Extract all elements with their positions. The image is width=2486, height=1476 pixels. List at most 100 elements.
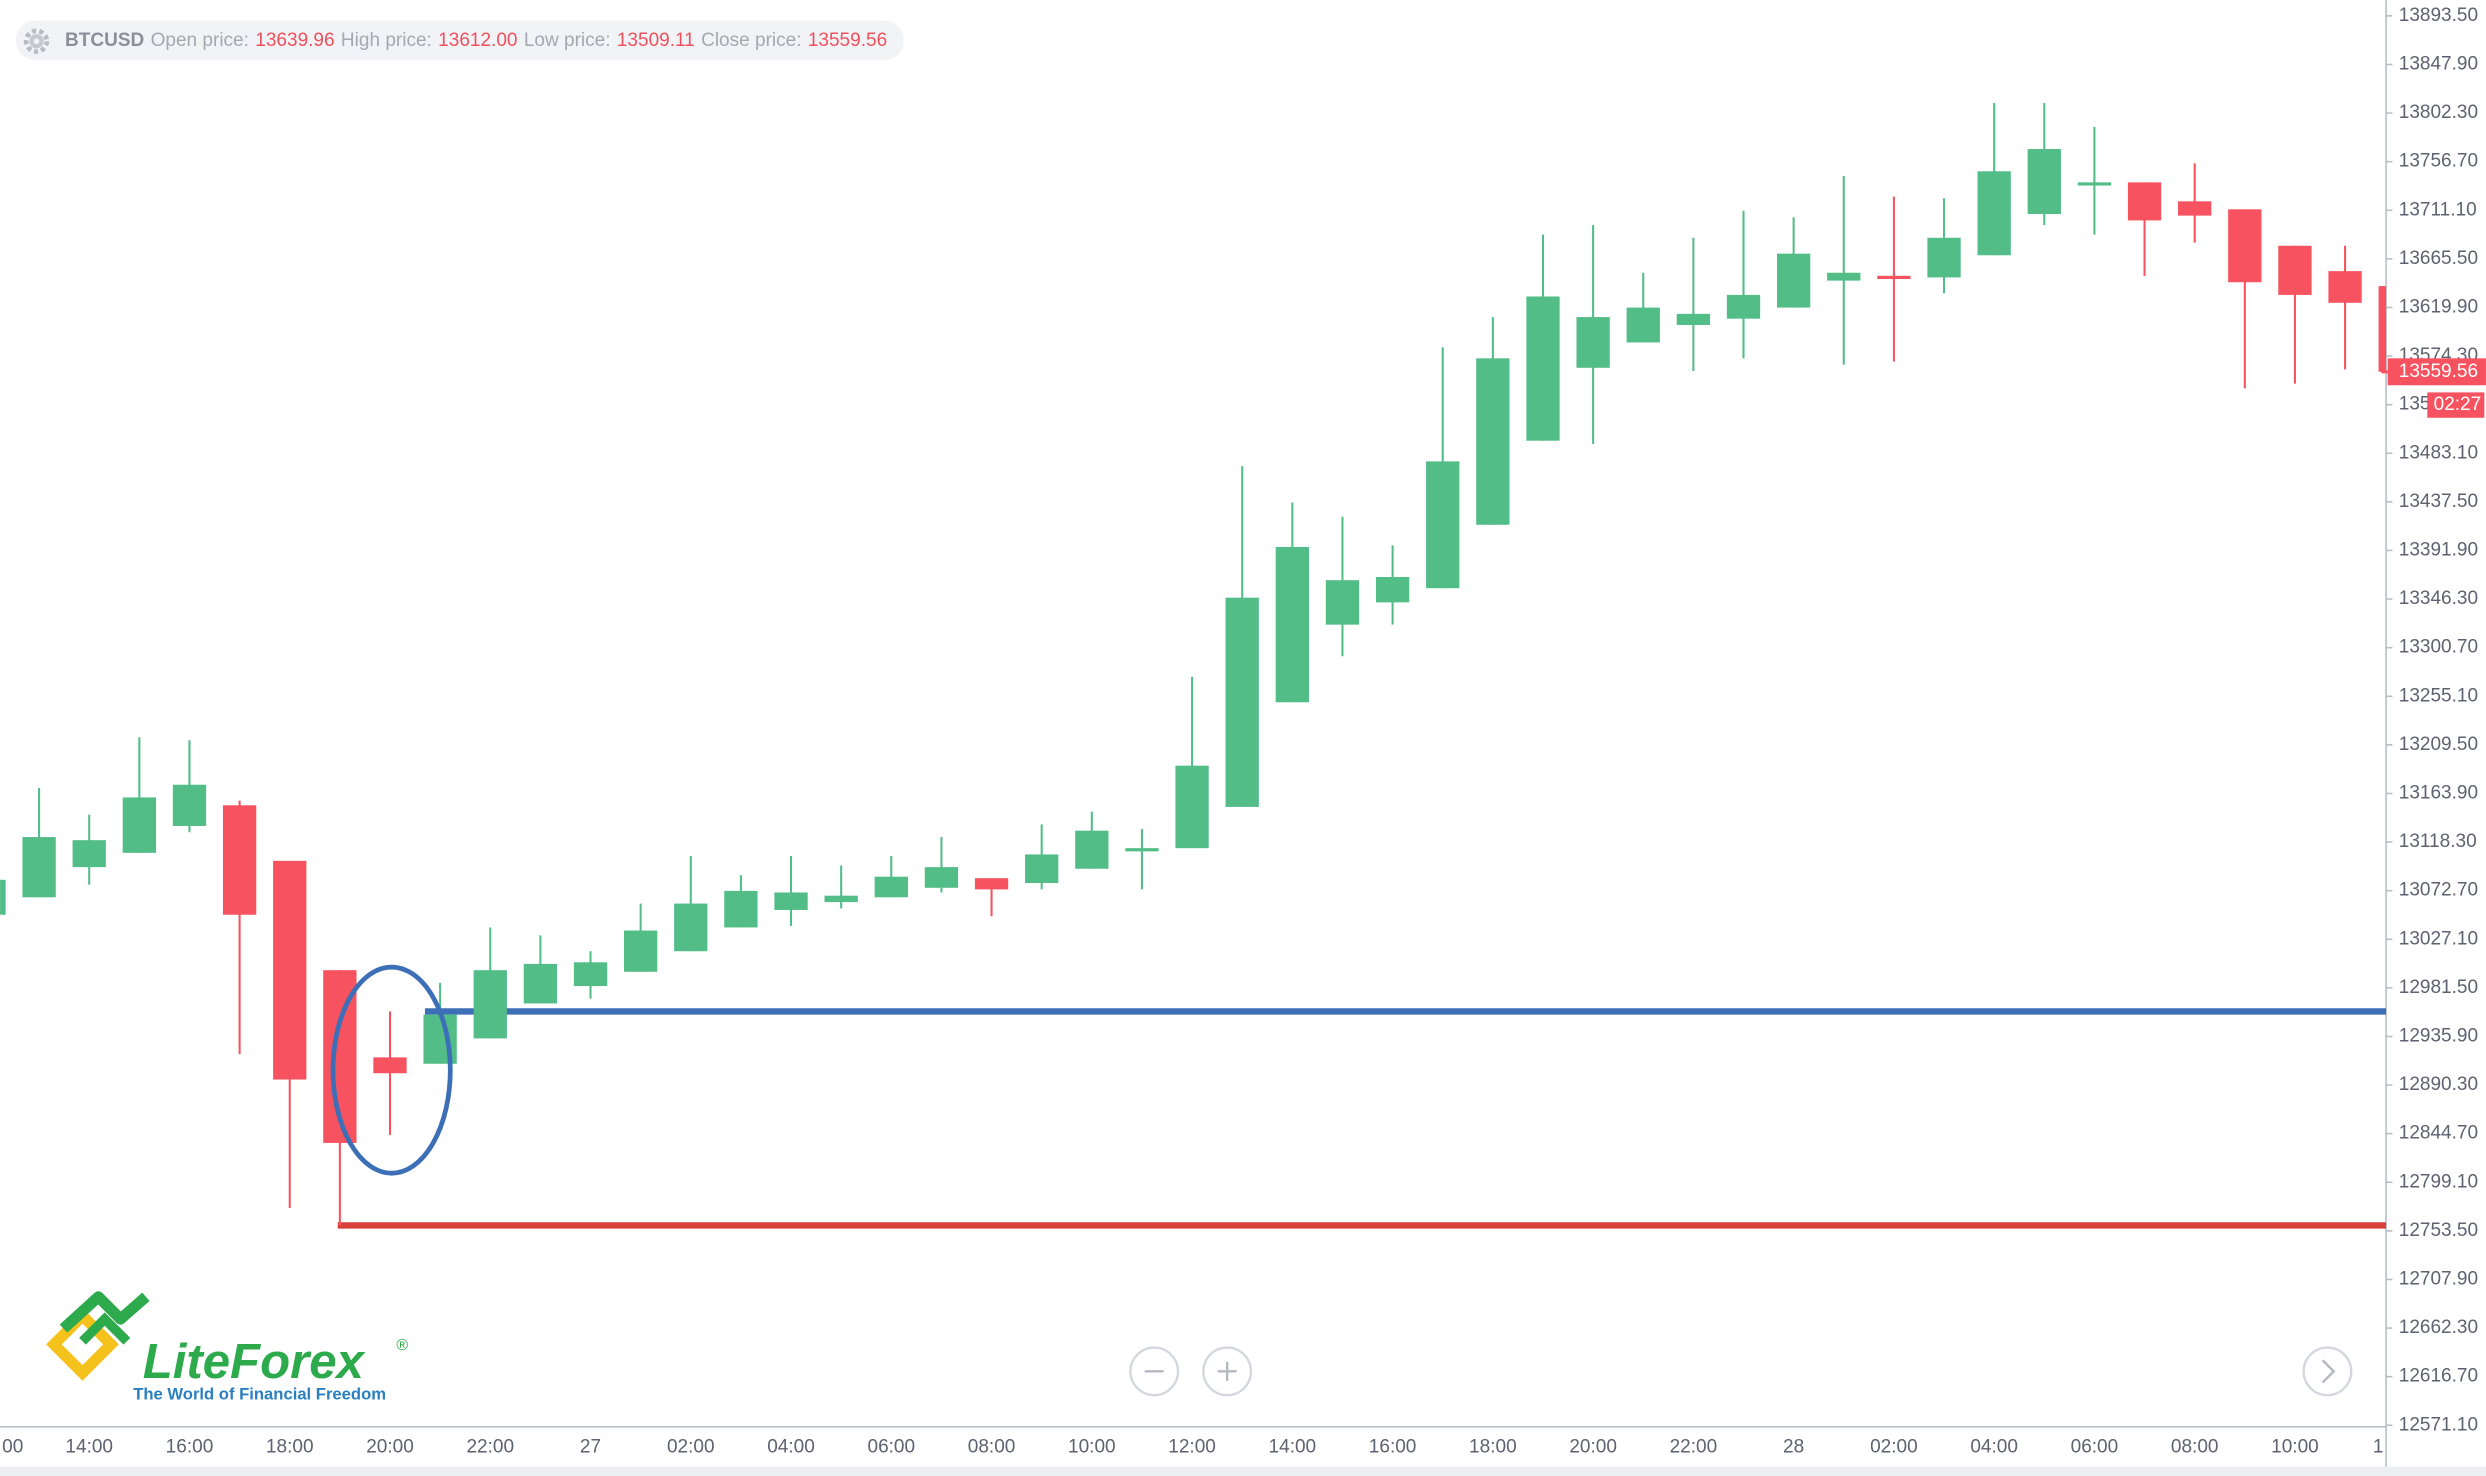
x-tick-label: 08:00	[2171, 1436, 2219, 1457]
y-tick-label: 13118.30	[2399, 831, 2477, 852]
candle-body	[2278, 245, 2312, 295]
x-tick-label: 02:00	[1870, 1436, 1918, 1457]
candle-body	[2077, 182, 2112, 186]
header-item: 13509.11	[617, 30, 695, 51]
candle-body	[774, 892, 808, 910]
candle-body	[122, 797, 156, 853]
x-tick-label: 22:00	[1670, 1436, 1718, 1457]
candle-body	[2228, 209, 2262, 283]
y-tick-label: 13619.90	[2399, 297, 2478, 318]
candle-body	[2027, 148, 2061, 215]
x-tick-label: 06:00	[2071, 1436, 2119, 1457]
x-tick-label: 20:00	[1569, 1436, 1617, 1457]
y-tick-label: 13756.70	[2399, 151, 2478, 172]
candle-body	[1375, 577, 1410, 603]
candle-body	[1927, 237, 1961, 278]
price-label: 13559.56	[2399, 361, 2478, 382]
zoom-out-button[interactable]	[1129, 1346, 1180, 1397]
candle-body	[0, 879, 6, 915]
logo: LiteForex ® The World of Financial Freed…	[46, 1291, 408, 1404]
candle-body	[724, 890, 758, 928]
candle-body	[2378, 286, 2387, 372]
candle-body	[172, 784, 207, 826]
candle-body	[1325, 580, 1360, 625]
candle-body	[473, 970, 507, 1039]
x-tick-label: 00	[2, 1436, 23, 1457]
x-tick-label: 16:00	[166, 1436, 214, 1457]
candle-body	[623, 930, 658, 972]
y-tick-label: 13209.50	[2399, 734, 2478, 755]
y-tick-label: 13711.10	[2399, 199, 2477, 220]
x-tick-label: 02:00	[667, 1436, 715, 1457]
candle-body	[72, 840, 106, 868]
y-tick-label: 13483.10	[2399, 442, 2478, 463]
candle-body	[974, 878, 1009, 890]
x-tick-label: 28	[1783, 1436, 1804, 1457]
candle-body	[1676, 313, 1711, 325]
y-tick-label: 13802.30	[2399, 102, 2478, 123]
x-tick-label: 27	[580, 1436, 601, 1457]
header-item: High price:	[341, 30, 432, 51]
y-tick-label: 13255.10	[2399, 685, 2478, 706]
x-tick-label: 22:00	[466, 1436, 514, 1457]
candle-body	[1175, 765, 1209, 849]
header-item: 13559.56	[808, 30, 887, 51]
zoom-in-button[interactable]	[1202, 1346, 1253, 1397]
x-tick-label: 16:00	[1369, 1436, 1417, 1457]
y-tick-label: 13391.90	[2399, 540, 2478, 561]
logo-name: LiteForex	[143, 1335, 366, 1389]
y-tick-label: 13437.50	[2399, 491, 2478, 512]
header-item: Low price:	[524, 30, 611, 51]
header-item: Close price:	[701, 30, 801, 51]
scroll-right-icon	[2321, 1359, 2336, 1384]
candle-body	[1626, 307, 1660, 343]
candle-body	[1726, 294, 1761, 319]
candle-body	[1526, 296, 1560, 441]
y-tick-label: 12662.30	[2399, 1317, 2478, 1338]
x-tick-label: 12:00	[1168, 1436, 1216, 1457]
candle-body	[1075, 830, 1109, 869]
header-item: Open price:	[151, 30, 249, 51]
scroll-right-circle[interactable]	[2302, 1346, 2353, 1397]
settings-icon[interactable]	[23, 28, 50, 54]
y-tick-label: 13847.90	[2399, 54, 2478, 75]
logo-arrow	[79, 1312, 131, 1345]
logo-check	[59, 1291, 150, 1333]
candle-body	[523, 963, 558, 1004]
price-label-box	[2387, 358, 2486, 386]
candle-body	[2127, 182, 2162, 221]
countdown: 02:27	[2434, 394, 2482, 415]
y-tick-label: 12753.50	[2399, 1220, 2478, 1241]
candle-body	[824, 895, 858, 903]
y-tick-label: 12571.10	[2399, 1414, 2478, 1435]
x-tick-label: 20:00	[366, 1436, 414, 1457]
header: BTCUSD Open price: 13639.96 High price: 1361…	[15, 20, 904, 61]
y-tick-label: 12616.70	[2399, 1366, 2478, 1387]
scroll-right-button[interactable]	[2302, 1346, 2353, 1397]
x-tick-label: 08:00	[968, 1436, 1016, 1457]
candle-body	[1576, 317, 1610, 368]
bottom-strip	[0, 1466, 2486, 1476]
candle-body	[1476, 358, 1510, 525]
candle-body	[222, 805, 257, 915]
annotation-ellipse	[330, 964, 453, 1176]
candle-body	[2178, 201, 2212, 216]
candle-body	[1275, 546, 1309, 703]
candle-body	[22, 837, 56, 898]
candle-body	[373, 1057, 407, 1074]
y-tick-label: 13665.50	[2399, 248, 2478, 269]
candle-body	[1426, 461, 1460, 589]
y-tick-label: 12844.70	[2399, 1123, 2478, 1144]
candle-body	[1225, 597, 1259, 807]
logo-tagline: The World of Financial Freedom	[133, 1385, 386, 1404]
x-tick-label: 18:00	[266, 1436, 314, 1457]
candle-body	[1025, 854, 1059, 883]
candle-body	[2328, 271, 2362, 303]
y-tick-label: 13072.70	[2399, 880, 2478, 901]
x-tick-label: 18:00	[1469, 1436, 1517, 1457]
header-text: BTCUSD Open price: 13639.96 High price: 1361…	[65, 30, 887, 51]
y-tick-label: 12935.90	[2399, 1026, 2478, 1047]
header-item: BTCUSD	[65, 30, 144, 51]
candle-body	[573, 962, 608, 987]
y-tick-label: 12707.90	[2399, 1269, 2478, 1290]
